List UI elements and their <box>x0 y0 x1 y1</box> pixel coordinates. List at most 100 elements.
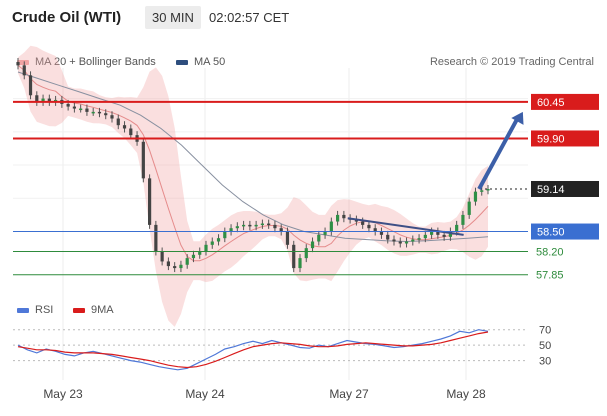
candle-body <box>267 223 271 226</box>
candle-body <box>173 266 177 269</box>
candle-body <box>411 239 415 242</box>
rsi-ma9-line <box>17 331 489 369</box>
candle-body <box>204 244 208 252</box>
candle-body <box>60 99 64 104</box>
candle-body <box>104 113 108 116</box>
candle-body <box>28 75 33 96</box>
price-level-label: 58.20 <box>536 246 564 258</box>
chart-header: Crude Oil (WTI) 30 MIN 02:02:57 CET <box>0 0 607 36</box>
x-tick-label: May 27 <box>329 387 369 401</box>
candle-body <box>135 135 139 142</box>
candle-body <box>354 219 358 222</box>
legend-item-rsi[interactable]: RSI <box>17 304 53 316</box>
candle-body <box>404 241 409 244</box>
rsi-tick-label: 50 <box>539 340 551 352</box>
candle-body <box>298 258 302 269</box>
candle-body <box>54 99 58 102</box>
candle-body <box>398 241 402 244</box>
trendline <box>347 217 464 236</box>
candle-body <box>279 228 283 232</box>
candle-body <box>442 234 446 237</box>
price-tag-box <box>531 180 599 197</box>
legend-label-rsi: RSI <box>35 304 54 316</box>
price-tag-box <box>531 223 599 240</box>
x-tick-label: May 24 <box>185 387 225 401</box>
candle-body <box>148 178 152 225</box>
candle-body <box>210 241 214 245</box>
x-tick-label: May 28 <box>446 387 486 401</box>
candle-body <box>242 224 246 227</box>
candle-body <box>292 244 296 269</box>
candle-body <box>386 234 390 240</box>
price-level-label: 59.14 <box>537 184 565 196</box>
timeframe-button[interactable]: 30 MIN <box>145 6 201 29</box>
candle-body <box>461 214 465 225</box>
candle-body <box>248 224 252 227</box>
candle-body <box>285 231 290 245</box>
candle-body <box>361 221 365 225</box>
candle-body <box>223 231 227 239</box>
price-level-label: 59.90 <box>537 133 565 145</box>
candle-body <box>342 214 346 219</box>
candle-body <box>448 231 452 237</box>
price-level-label: 57.85 <box>536 270 564 282</box>
candle-body <box>179 264 183 269</box>
candle-body <box>323 231 327 235</box>
ma50-line <box>17 71 489 243</box>
candle-body <box>116 118 120 126</box>
candle-body <box>348 218 352 220</box>
candle-body <box>122 125 127 129</box>
candle-body <box>430 231 434 235</box>
bollinger-swatch <box>17 59 29 65</box>
candle-body <box>254 224 258 227</box>
legend-label-bollinger: MA 20 + Bollinger Bands <box>35 56 156 68</box>
rsi-swatch <box>17 307 29 313</box>
candle-body <box>166 261 170 267</box>
candle-body <box>367 224 371 229</box>
candle-body <box>85 108 89 112</box>
candle-body <box>216 238 221 242</box>
candle-body <box>185 258 189 265</box>
legend-label-9ma: 9MA <box>91 304 114 316</box>
ma20-line <box>17 65 489 262</box>
candle-body <box>310 241 315 249</box>
candle-body <box>467 201 471 215</box>
price-tag-box <box>531 130 599 147</box>
candle-body <box>379 231 384 235</box>
candle-body <box>373 228 377 232</box>
candle-body <box>141 141 145 179</box>
instrument-title: Crude Oil (WTI) <box>12 9 122 26</box>
candle-body <box>35 95 39 102</box>
candle-body <box>97 111 102 114</box>
candle-body <box>129 128 133 136</box>
bollinger-band <box>18 45 488 327</box>
candle-body <box>41 98 45 102</box>
legend-item-bollinger[interactable]: MA 20 + Bollinger Bands <box>17 56 156 68</box>
candle-body <box>110 115 114 119</box>
legend-item-ma50[interactable]: MA 50 <box>176 56 225 68</box>
candle-body <box>191 254 196 259</box>
candle-body <box>423 234 427 239</box>
candle-body <box>304 248 308 259</box>
research-credit: Research © 2019 Trading Central <box>429 56 594 68</box>
candle-body <box>198 251 202 255</box>
projection-arrow-shaft <box>477 114 521 190</box>
price-level-label: 58.50 <box>537 227 565 239</box>
candle-body <box>417 238 421 240</box>
ma50-swatch <box>176 59 188 65</box>
candle-body <box>273 224 277 229</box>
price-level-label: 60.45 <box>537 97 565 109</box>
rsi-tick-label: 30 <box>539 356 551 368</box>
candle-body <box>486 188 490 191</box>
ma9-swatch <box>73 307 85 313</box>
candle-body <box>235 226 239 229</box>
rsi-tick-label: 70 <box>539 325 551 337</box>
candle-body <box>336 214 340 222</box>
candle-body <box>260 223 264 226</box>
candle-body <box>317 234 321 242</box>
candle-body <box>329 221 333 232</box>
candle-body <box>392 239 396 242</box>
candle-body <box>480 190 484 192</box>
candle-body <box>91 111 95 114</box>
legend-item-9ma[interactable]: 9MA <box>73 304 114 316</box>
